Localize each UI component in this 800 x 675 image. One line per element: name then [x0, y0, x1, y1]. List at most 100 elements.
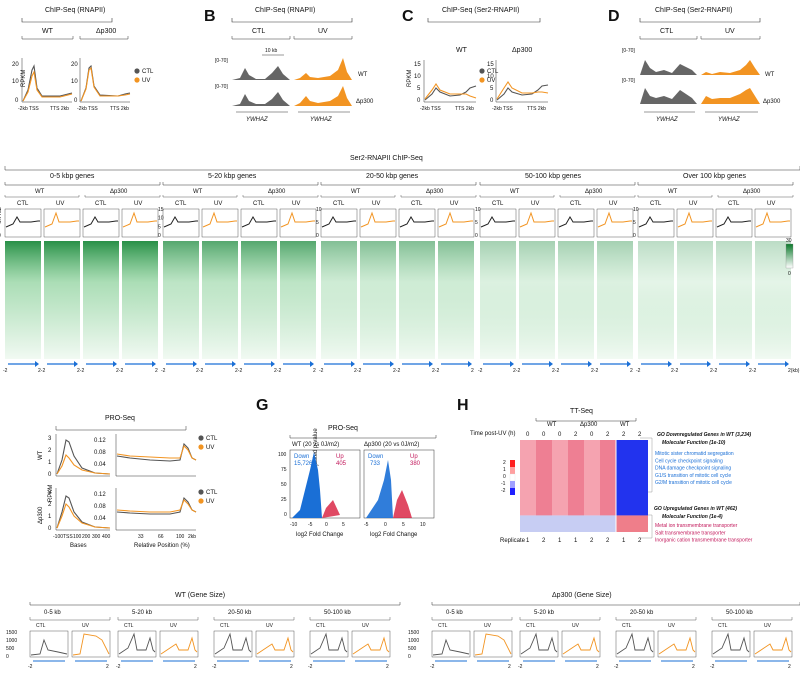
- panel-h-rep-label: Replicate: [500, 538, 526, 544]
- time-label: 0: [590, 432, 594, 438]
- metagene-line: [716, 216, 751, 228]
- panel-c-legend-ctl: CTL: [487, 69, 499, 75]
- panel-c-ytick: 0: [417, 98, 421, 104]
- xtick: 5: [402, 522, 405, 528]
- xtick: -2: [430, 664, 435, 670]
- replicate-label: 2: [590, 538, 594, 544]
- panel-b-scale: 10 kb: [265, 48, 277, 54]
- xtick: -5: [308, 522, 313, 528]
- xtick: 2-2: [354, 368, 361, 374]
- xtick: -2: [478, 368, 483, 374]
- metagene-line: [558, 216, 593, 228]
- ctl-label: CTL: [17, 201, 29, 207]
- xtick: 2-2: [393, 368, 400, 374]
- dp300-label: Δp300: [110, 189, 128, 195]
- xtick: 2-2: [235, 368, 242, 374]
- tt-heatmap-cell: [520, 515, 536, 532]
- metagene-track: [596, 208, 634, 238]
- ytick: 50: [281, 482, 287, 488]
- replicate-label: 2: [606, 538, 610, 544]
- xtick: -2: [212, 664, 217, 670]
- tt-heatmap-cell: [568, 440, 584, 516]
- ytick: 0.04: [94, 462, 106, 468]
- group-title: 5-20 kb: [534, 610, 555, 616]
- profile-box: [351, 630, 391, 658]
- arrow-head-icon: [627, 361, 631, 367]
- ytick: 500: [408, 646, 417, 652]
- metagene-line: [677, 211, 712, 228]
- ctl-label: CTL: [36, 623, 46, 629]
- dp300-label: Δp300: [426, 189, 444, 195]
- xtick: 400: [102, 534, 111, 540]
- panel-a-legend-ctl: CTL: [142, 69, 154, 75]
- go-up-term: Salt transmembrane transporter: [655, 530, 726, 536]
- metagene-track: [398, 208, 436, 238]
- wt-up-count: 405: [336, 461, 347, 467]
- group-title: 0-5 kb: [446, 610, 463, 616]
- panel-a-legend-uv: UV: [142, 78, 150, 84]
- xtick: 100: [176, 534, 185, 540]
- metagene-track: [637, 208, 675, 238]
- metagene-track: [437, 208, 475, 238]
- panel-g-letter: G: [256, 397, 268, 414]
- ytick: 0: [316, 233, 319, 239]
- ytick: 0: [6, 654, 9, 660]
- panel-i-wt-title: WT (Gene Size): [175, 592, 225, 599]
- legend-uv-icon: [134, 77, 140, 83]
- panel-c-ytick: 15: [414, 62, 421, 68]
- arrow-head-icon: [271, 361, 275, 367]
- panel-f-dp300: Δp300: [38, 506, 44, 524]
- ytick: 10: [475, 207, 481, 213]
- ytick: 0: [633, 233, 636, 239]
- heatmap: [202, 241, 238, 359]
- heatmap: [638, 241, 674, 359]
- panel-d-uv: UV: [725, 28, 735, 35]
- metagene-track: [479, 208, 517, 238]
- heatmap: [399, 241, 435, 359]
- metagene-track: [676, 208, 714, 238]
- arrow-head-icon: [390, 361, 394, 367]
- panel-a-wt: WT: [42, 28, 54, 35]
- arrow-head-icon: [35, 361, 39, 367]
- panel-b-title: ChIP-Seq (RNAPII): [255, 7, 315, 14]
- uv-label: UV: [266, 623, 274, 629]
- metagene-line: [438, 211, 473, 228]
- wt-down-count: 15,726: [294, 461, 313, 467]
- ytick: 10: [633, 207, 639, 213]
- panel-d-ctl: CTL: [660, 28, 673, 35]
- xtick: 2-2: [38, 368, 45, 374]
- xtick: 2: [155, 368, 158, 374]
- metagene-track: [359, 208, 397, 238]
- tt-heatmap-cell: [520, 440, 536, 516]
- group-title: 20-50 kb: [228, 610, 252, 616]
- xtick: 2: [106, 664, 109, 670]
- panel-a-dp300: Δp300: [96, 28, 116, 35]
- xtick: 2: [788, 664, 791, 670]
- xtick: 200: [82, 534, 91, 540]
- time-label: 2: [574, 432, 578, 438]
- panel-f-legend-uv: UV: [206, 445, 214, 451]
- xtick: 2-2: [710, 368, 717, 374]
- panel-b-wt: WT: [358, 72, 368, 78]
- ctl-label: CTL: [333, 201, 345, 207]
- profile-box: [71, 630, 111, 658]
- panel-e-title: Ser2-RNAPII ChIP-Seq: [350, 155, 423, 162]
- panel-c-ytick: 5: [417, 86, 421, 92]
- heatmap: [438, 241, 474, 359]
- xtick: 2: [290, 664, 293, 670]
- xtick: 33: [138, 534, 144, 540]
- ctl-label: CTL: [411, 201, 423, 207]
- xtick: 2-2: [274, 368, 281, 374]
- group-title: 5-20 kbp genes: [208, 173, 257, 180]
- profile-line: [256, 636, 294, 655]
- arrow-head-icon: [468, 361, 472, 367]
- metagene-track: [240, 208, 278, 238]
- metagene-track: [201, 208, 239, 238]
- panel-h-title: TT-Seq: [570, 408, 593, 415]
- ytick: 2: [48, 502, 52, 508]
- uv-label: UV: [214, 201, 222, 207]
- panel-c-dp300: Δp300: [512, 47, 532, 54]
- ytick: 100: [278, 452, 287, 458]
- metagene-line: [241, 216, 276, 228]
- metagene-track: [320, 208, 358, 238]
